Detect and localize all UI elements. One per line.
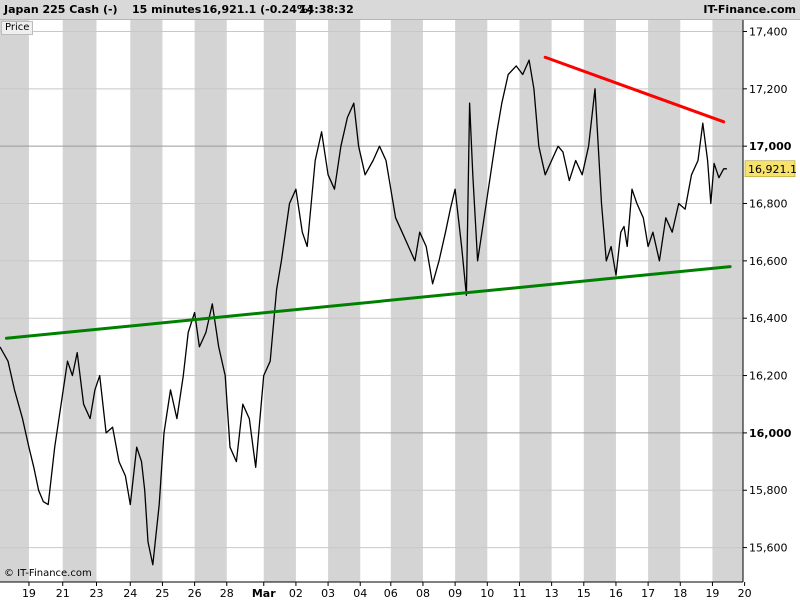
session-band	[712, 20, 743, 582]
x-tick-label: 24	[123, 587, 137, 600]
session-band	[648, 20, 681, 582]
quote-time: 14:38:32	[299, 3, 354, 16]
x-tick-label: 02	[289, 587, 303, 600]
last-quote: 16,921.1 (-0.24%)	[202, 3, 313, 16]
y-tick-label: 15,800	[749, 484, 788, 497]
support-trendline	[4, 265, 732, 340]
timeframe-label[interactable]: 15 minutes	[132, 3, 202, 16]
x-tick-label: 03	[321, 587, 335, 600]
x-tick-label: 11	[512, 587, 526, 600]
y-tick-label: 17,200	[749, 83, 788, 96]
x-tick-label: 20	[738, 587, 752, 600]
x-tick-label: 21	[56, 587, 70, 600]
chart-header: Japan 225 Cash (-) 15 minutes 16,921.1 (…	[0, 0, 800, 20]
session-band	[62, 20, 97, 582]
y-tick-label: 16,200	[749, 370, 788, 383]
y-tick-label: 16,400	[749, 312, 788, 325]
session-band	[328, 20, 361, 582]
x-tick-label: 06	[384, 587, 398, 600]
y-tick-label: 16,000	[749, 427, 792, 440]
last-price-label: 16,921.1	[748, 163, 797, 176]
session-band	[130, 20, 163, 582]
y-tick-label: 16,600	[749, 255, 788, 268]
x-tick-label: 08	[416, 587, 430, 600]
y-tick-label: 15,600	[749, 542, 788, 555]
credit-text: © IT-Finance.com	[4, 568, 92, 579]
resistance-trendline	[543, 55, 726, 124]
y-tick-label: 17,400	[749, 25, 788, 38]
brand-label: IT-Finance.com	[703, 3, 796, 16]
x-tick-label: 17	[641, 587, 655, 600]
x-tick-label: 18	[673, 587, 687, 600]
x-tick-label: 16	[609, 587, 623, 600]
x-tick-label: 04	[353, 587, 367, 600]
x-tick-label: 23	[89, 587, 103, 600]
x-tick-label: 19	[705, 587, 719, 600]
session-band	[194, 20, 227, 582]
y-tick-label: 16,800	[749, 198, 788, 211]
x-tick-label: 09	[448, 587, 462, 600]
x-tick-label: 28	[220, 587, 234, 600]
x-tick-label: 25	[155, 587, 169, 600]
x-tick-label: 13	[545, 587, 559, 600]
session-band	[263, 20, 296, 582]
price-button[interactable]: Price	[1, 21, 34, 35]
x-tick-label: 10	[480, 587, 494, 600]
x-tick-label: 26	[188, 587, 202, 600]
x-tick-label: Mar	[252, 587, 276, 600]
session-band	[0, 20, 29, 582]
session-band	[583, 20, 616, 582]
instrument-name: Japan 225 Cash (-)	[4, 3, 118, 16]
last-price-marker	[744, 160, 796, 178]
price-series-line	[0, 59, 727, 566]
y-tick-label: 17,000	[749, 140, 792, 153]
x-tick-label: 19	[22, 587, 36, 600]
session-band	[455, 20, 488, 582]
x-tick-label: 15	[577, 587, 591, 600]
